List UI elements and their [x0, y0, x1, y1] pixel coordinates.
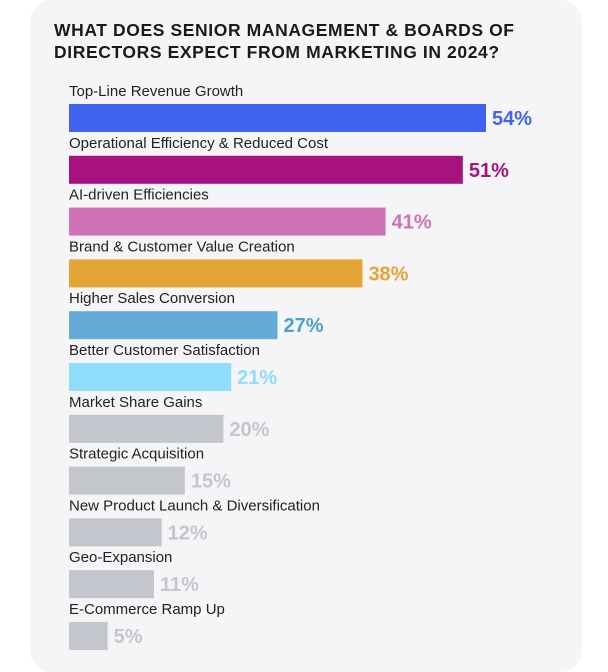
- value-label: 15%: [191, 471, 231, 493]
- value-label: 54%: [492, 108, 532, 130]
- bar: [69, 311, 278, 340]
- bar: [69, 570, 154, 599]
- bar: [69, 363, 232, 391]
- value-label: 41%: [392, 212, 432, 234]
- value-label: 5%: [114, 626, 143, 648]
- value-label: 21%: [237, 367, 277, 389]
- value-label: 20%: [229, 419, 269, 441]
- bar: [69, 622, 108, 650]
- bar: [69, 259, 363, 288]
- bar: [69, 155, 463, 184]
- category-label: Operational Efficiency & Reduced Cost: [69, 135, 329, 152]
- bar: [69, 518, 162, 547]
- category-label: Strategic Acquisition: [69, 446, 204, 463]
- category-label: Geo-Expansion: [69, 549, 172, 566]
- category-label: Market Share Gains: [69, 394, 202, 411]
- category-label: Higher Sales Conversion: [69, 290, 235, 307]
- category-label: New Product Launch & Diversification: [69, 497, 320, 514]
- value-label: 38%: [368, 263, 408, 285]
- bar: [69, 414, 224, 443]
- value-label: 11%: [160, 574, 199, 596]
- category-label: AI-driven Efficiencies: [69, 187, 209, 204]
- value-label: 27%: [284, 315, 324, 337]
- value-label: 12%: [168, 522, 208, 544]
- value-label: 51%: [469, 160, 509, 182]
- category-label: Top-Line Revenue Growth: [69, 83, 243, 100]
- bar: [69, 104, 486, 132]
- category-label: E-Commerce Ramp Up: [69, 601, 225, 618]
- bar: [69, 207, 386, 236]
- category-label: Brand & Customer Value Creation: [69, 238, 295, 255]
- chart-title: WHAT DOES SENIOR MANAGEMENT & BOARDS OF …: [54, 20, 515, 62]
- category-label: Better Customer Satisfaction: [69, 342, 260, 359]
- bar: [69, 466, 185, 495]
